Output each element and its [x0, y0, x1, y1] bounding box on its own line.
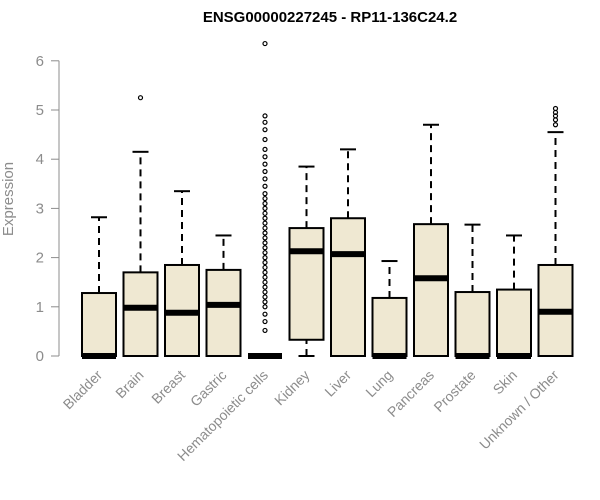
outlier-point — [262, 255, 268, 261]
x-label-brain: Brain — [112, 367, 146, 401]
y-axis-label: Expression — [0, 162, 17, 236]
outlier-point — [137, 95, 144, 101]
box-hematopoietic-cells — [248, 40, 282, 359]
plot-area — [81, 40, 574, 359]
box-skin — [496, 234, 532, 359]
box-body — [413, 223, 449, 357]
outlier-point — [262, 119, 268, 125]
chart-title: ENSG00000227245 - RP11-136C24.2 — [203, 9, 457, 26]
outlier-point — [262, 191, 268, 197]
y-tick-label: 0 — [36, 348, 44, 365]
x-label-unknown-other: Unknown / Other — [476, 367, 562, 453]
outlier-point — [262, 269, 268, 275]
box-bladder — [81, 216, 117, 359]
outlier-point — [262, 230, 268, 236]
box-unknown-other — [537, 105, 574, 358]
outlier-point — [262, 176, 268, 182]
x-label-liver: Liver — [321, 367, 354, 400]
box-body — [454, 291, 491, 358]
box-body — [205, 268, 242, 357]
box-gastric — [205, 234, 242, 357]
y-axis: 0 1 2 3 4 5 6 — [36, 53, 60, 365]
outlier-point — [262, 289, 268, 295]
x-label-skin: Skin — [490, 367, 521, 398]
outlier-point — [262, 161, 268, 167]
outlier-point — [552, 105, 559, 112]
outlier-point — [262, 327, 268, 334]
outlier-point — [262, 245, 268, 251]
box-body — [122, 271, 159, 357]
outlier-point — [262, 240, 268, 246]
outlier-point — [262, 168, 268, 175]
outlier-point — [262, 146, 268, 152]
outlier-point — [262, 304, 268, 310]
outlier-point — [262, 274, 268, 280]
outlier-point — [262, 127, 268, 133]
outlier-point — [262, 154, 268, 160]
outlier-point — [262, 113, 268, 119]
outlier-point — [262, 235, 268, 241]
box-body — [330, 217, 366, 357]
y-tick-label: 3 — [36, 200, 44, 217]
outlier-point — [262, 264, 268, 271]
box-brain — [122, 95, 159, 357]
x-label-kidney: Kidney — [271, 367, 313, 409]
outlier-point — [262, 200, 268, 207]
y-tick-label: 1 — [36, 299, 44, 316]
x-label-lung: Lung — [362, 367, 395, 400]
outlier-point — [262, 284, 268, 290]
outlier-point — [262, 183, 268, 189]
y-tick-label: 5 — [36, 102, 44, 119]
x-label-bladder: Bladder — [60, 367, 106, 413]
outlier-point — [262, 318, 268, 325]
box-body — [81, 292, 117, 357]
outlier-point — [262, 136, 268, 143]
outlier-point — [552, 122, 559, 128]
x-label-prostate: Prostate — [430, 367, 478, 415]
box-pancreas — [413, 123, 449, 357]
outlier-point — [262, 210, 268, 216]
box-body — [496, 288, 532, 357]
box-body — [371, 296, 408, 357]
outlier-point — [262, 215, 268, 221]
outlier-point — [262, 299, 268, 305]
outlier-point — [262, 195, 268, 202]
outlier-point — [262, 205, 268, 211]
outlier-point — [262, 279, 268, 285]
outlier-point — [262, 294, 268, 300]
outlier-point — [262, 311, 268, 317]
box-breast — [164, 190, 200, 358]
box-liver — [330, 148, 366, 357]
box-lung — [371, 260, 408, 359]
box-kidney — [288, 165, 325, 357]
y-tick-label: 4 — [36, 151, 44, 168]
box-body — [288, 227, 325, 341]
outlier-point — [262, 259, 268, 266]
y-tick-label: 6 — [36, 53, 44, 70]
outlier-point — [262, 225, 268, 231]
outlier-point — [262, 40, 268, 47]
x-label-breast: Breast — [148, 367, 188, 407]
outlier-point — [262, 250, 268, 256]
outlier-point — [262, 220, 268, 226]
box-prostate — [454, 223, 491, 359]
y-tick-label: 2 — [36, 250, 44, 267]
